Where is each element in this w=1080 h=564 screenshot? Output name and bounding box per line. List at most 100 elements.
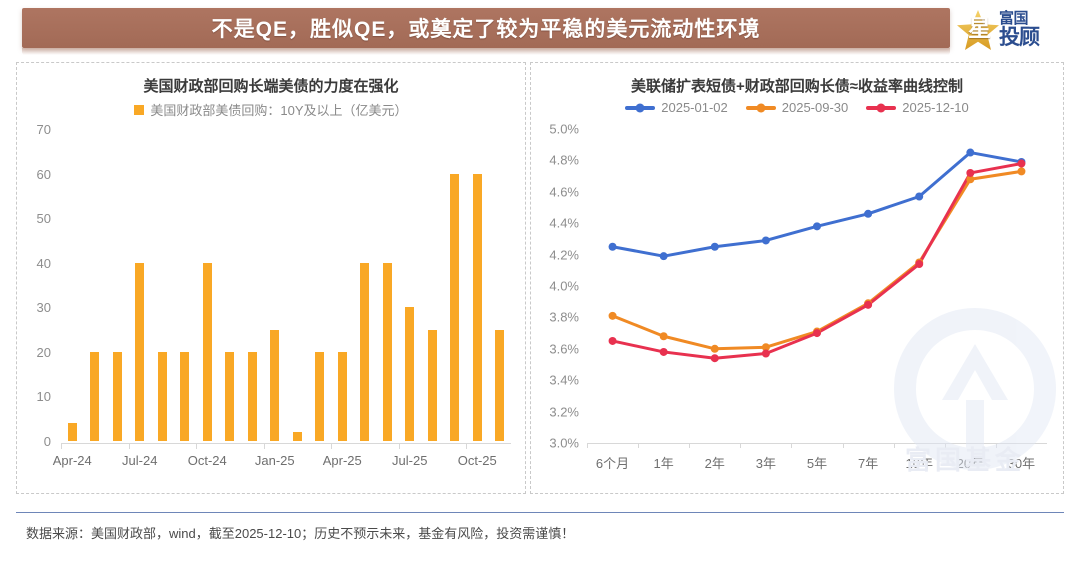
x-axis-tick-label: 5年 [806,456,828,471]
series-point [710,354,719,363]
x-axis-tick-label: Jan-25 [254,453,295,468]
y-axis-tick-label: 30 [36,300,51,316]
title-banner: 不是QE，胜似QE，或奠定了较为平稳的美元流动性环境 [22,8,950,55]
series-point [1017,167,1026,176]
y-axis-tick-label: 3.8% [549,309,579,325]
right-chart-panel: 美联储扩表短债+财政部回购长债≈收益率曲线控制 2025-01-02 2025-0… [530,62,1064,494]
x-axis-tick-label: 6个月 [595,456,630,471]
series-point [966,175,975,184]
x-axis-tick-label: 2年 [704,456,725,471]
y-axis-tick-label: 3.0% [549,435,579,451]
x-axis-tick-label: Oct-24 [187,453,227,468]
line-series-group [608,148,1026,363]
series-point [710,344,719,353]
right-chart-legend: 2025-01-02 2025-09-30 2025-12-10 [531,100,1063,115]
series-point [813,222,821,231]
legend-label: 2025-12-10 [902,100,969,115]
series-point [966,168,975,177]
y-axis-tick-label: 5.0% [549,121,579,137]
bar [112,351,122,441]
y-axis-tick-label: 60 [36,166,51,182]
bar [315,351,325,441]
bar [495,329,505,441]
right-chart-title: 美联储扩表短债+财政部回购长债≈收益率曲线控制 [631,78,963,95]
x-axis-tick [740,443,742,448]
series-point [659,332,668,341]
footer-divider [16,512,1064,513]
series-point [966,148,975,157]
series-point [864,209,873,218]
x-axis-tick [893,443,895,448]
legend-item-buyback: 美国财政部美债回购：10Y及以上（亿美元） [134,100,408,119]
x-axis-tick-label: 30年 [1007,456,1036,471]
logo-top-text: 富国 [999,10,1029,27]
x-axis-tick [398,443,400,449]
series-point [608,336,617,345]
x-axis-tick-label: Oct-25 [457,453,497,468]
bar [135,262,145,441]
y-axis-tick-label: 40 [36,255,51,271]
left-chart-panel: 美国财政部回购长端美债的力度在强化 美国财政部美债回购：10Y及以上（亿美元） … [16,62,526,494]
series-point [761,343,770,352]
series-point [915,260,924,269]
series-point [608,242,617,251]
y-axis-tick-label: 20 [36,344,51,360]
series-point [659,347,668,356]
bar [427,329,437,441]
y-axis-tick-label: 0 [43,434,51,449]
x-axis-tick [791,443,793,448]
line-chart-canvas: 3.0% 3.2% 3.4% 3.6% 3.8% 4.0% 4.2% 4.4% 4.6% 4.8%… [531,63,1063,493]
y-axis-tick-label: 50 [36,211,51,227]
bar [360,262,370,441]
y-axis-tick-label: 10 [36,389,51,405]
bar [67,423,77,441]
y-axis-tick-label: 3.6% [549,341,579,357]
bar [405,307,415,441]
bar [382,262,392,441]
bar [247,351,257,441]
legend-dot-icon [876,103,886,112]
y-axis-tick-label: 3.2% [549,404,579,420]
legend-line-icon [625,103,656,112]
x-axis-tick-label: Jul-24 [122,453,158,468]
x-axis-line [61,443,511,444]
legend-dot-icon [635,103,645,112]
brand-logo: 星 富国 投顾 [956,3,1074,57]
series-point [1017,159,1026,168]
x-axis-tick [587,443,588,448]
y-axis-tick-label: 4.4% [549,215,579,231]
logo-bottom-text: 投顾 [999,26,1040,49]
x-axis-line [587,443,1047,444]
series-line-2025-09-30 [611,169,1023,351]
series-point [761,349,770,358]
legend-item-2025-12-10: 2025-12-10 [866,100,969,115]
y-axis-tick-label: 4.6% [549,184,579,200]
x-axis-tick-label: 7年 [857,456,879,471]
x-axis-tick [995,443,997,448]
bar [450,173,460,441]
series-point [608,311,617,320]
x-axis-tick-label: 10年 [905,456,933,471]
x-axis-tick-label: Apr-24 [52,453,92,468]
legend-label: 2025-09-30 [781,100,849,115]
bar [225,351,235,441]
series-point [710,242,719,251]
x-axis-tick [944,443,946,448]
bar [180,351,190,441]
x-axis-tick-label: 1年 [653,456,674,471]
legend-dot-icon [756,103,766,112]
bar-chart-canvas: 0 10 20 30 40 50 60 70 Apr-24 Jul-24 Oct-24 Jan-25 A… [17,63,525,493]
bar [292,432,302,441]
x-axis-tick-label: 20年 [956,456,985,471]
bar [472,173,482,441]
legend-label: 美国财政部美债回购：10Y及以上（亿美元） [150,103,408,118]
series-point [864,300,873,309]
x-axis-tick [689,443,691,448]
banner-shadow [22,48,950,55]
bar [337,351,347,441]
legend-square-icon [134,104,145,115]
legend-line-icon [745,103,776,112]
star-icon: 星 [956,8,1000,52]
x-axis-tick [128,443,130,449]
